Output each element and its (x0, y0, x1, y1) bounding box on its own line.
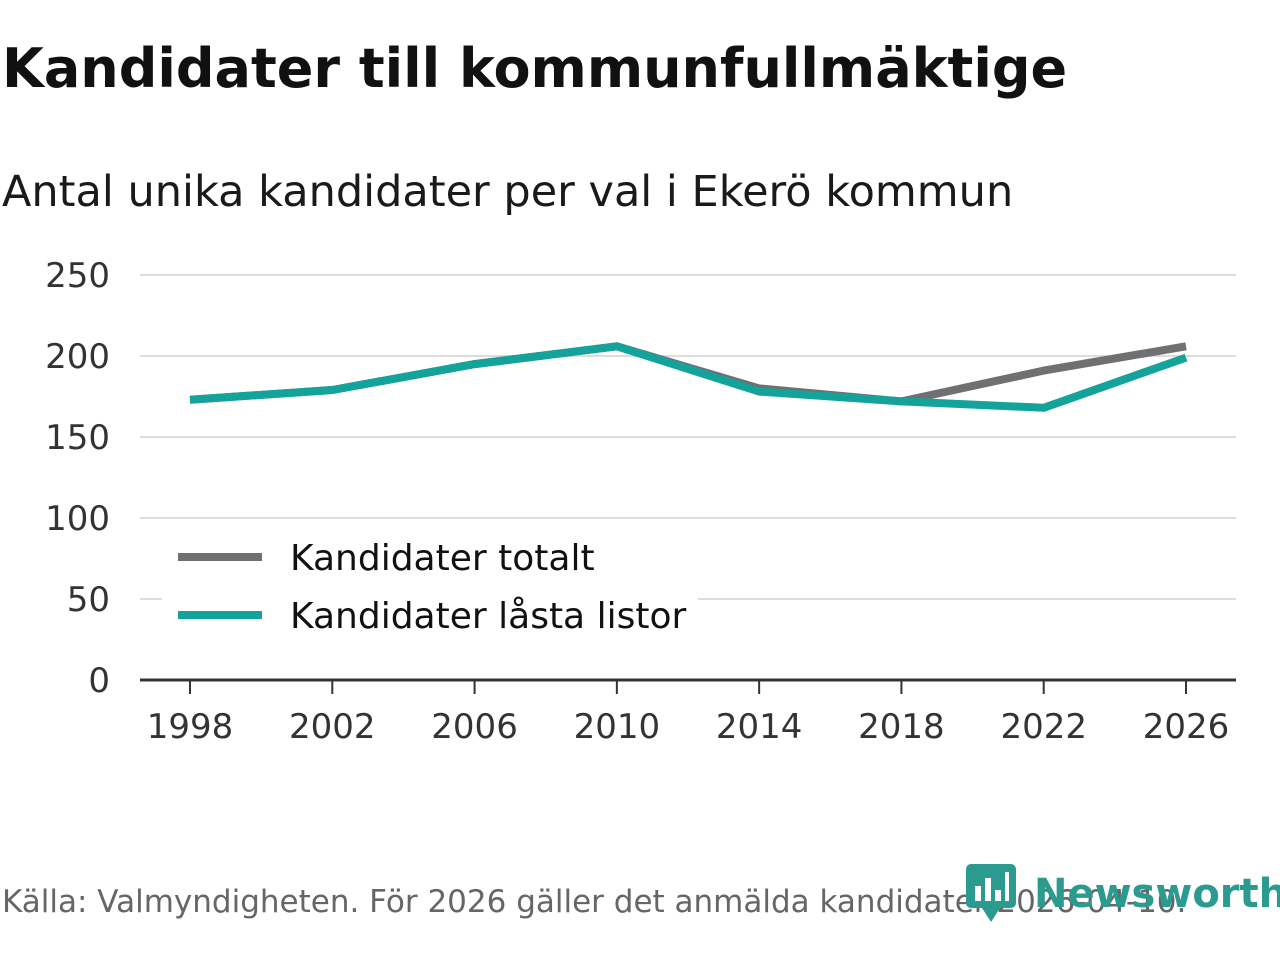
x-tick-label: 2002 (289, 707, 376, 747)
legend-background (162, 520, 698, 648)
x-tick-label: 2010 (574, 707, 661, 747)
chart-title: Kandidater till kommunfullmäktige (2, 37, 1068, 100)
x-tick-label: 2018 (858, 707, 945, 747)
legend-label-series-kandidater-lasta-listor: Kandidater låsta listor (290, 596, 686, 637)
y-tick-label: 200 (45, 337, 110, 377)
series-line-kandidater-totalt (189, 342, 1187, 406)
legend-label-series-kandidater-totalt: Kandidater totalt (290, 538, 595, 579)
x-tick-label: 2014 (716, 707, 803, 747)
brand-name: Newsworthy (1034, 871, 1280, 917)
x-tick-label: 2006 (431, 707, 518, 747)
x-tick-label: 1998 (147, 707, 234, 747)
series-line-kandidater-lasta-listor (189, 342, 1188, 412)
x-tick-label: 2022 (1000, 707, 1087, 747)
y-tick-label: 250 (45, 256, 110, 296)
y-tick-label: 0 (88, 661, 110, 701)
series-lines (189, 342, 1188, 412)
x-tick-label: 2026 (1143, 707, 1230, 747)
legend: Kandidater totalt Kandidater låsta listor (162, 520, 698, 648)
x-axis: 0 50 100 150 200 250 1998 2002 2006 2010 2014 2018 2… (45, 256, 1236, 747)
newsworthy-logo-icon (966, 864, 1016, 922)
y-tick-label: 150 (45, 418, 110, 458)
y-tick-label: 100 (45, 499, 110, 539)
brand-logo: Newsworthy (966, 864, 1280, 924)
chart-subtitle: Antal unika kandidater per val i Ekerö k… (2, 167, 1014, 217)
y-tick-label: 50 (67, 580, 110, 620)
